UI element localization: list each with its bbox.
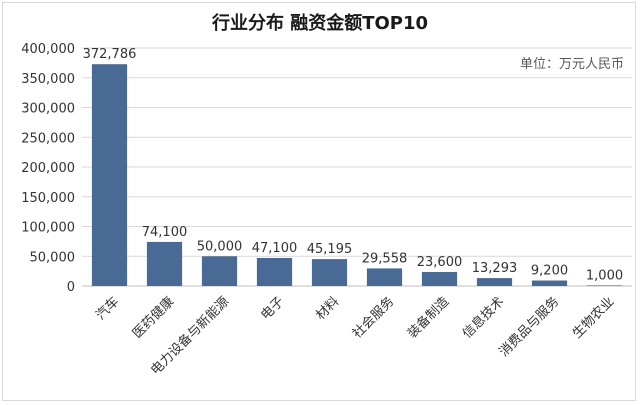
y-tick-label: 200,000 [21,161,75,176]
x-tick-label: 信息技术 [459,294,507,342]
data-label: 50,000 [197,239,243,254]
bar-5 [366,268,403,286]
data-label: 13,293 [472,261,518,276]
y-axis-ticks: 0 50,000 100,000 150,000 200,000 250,000 300,0… [21,42,75,295]
bar-6 [421,271,458,286]
bar-3 [256,257,293,286]
x-tick-label: 生物农业 [570,294,617,341]
x-tick-label: 装备制造 [404,294,452,342]
y-tick-label: 0 [67,280,75,295]
unit-note: 单位：万元人民币 [520,57,624,72]
y-tick-label: 250,000 [21,131,75,146]
x-tick-label: 电子 [258,294,287,323]
y-tick-label: 300,000 [21,102,75,117]
y-tick-label: 150,000 [21,191,75,206]
data-label: 372,786 [83,47,137,62]
bar-1 [146,241,183,286]
data-label: 29,558 [362,251,408,266]
bar-0 [91,64,128,287]
data-labels: 372,786 74,100 50,000 47,100 45,195 29,558 23,… [83,47,623,283]
y-tick-label: 100,000 [21,221,75,236]
x-tick-label: 汽车 [93,294,123,324]
y-tick-label: 350,000 [21,72,75,87]
bar-8 [531,280,568,286]
bar-9 [586,285,623,286]
y-tick-label: 50,000 [30,250,76,265]
bars [91,64,623,287]
bar-2 [201,256,238,286]
chart-title: 行业分布 融资金额TOP10 [211,12,428,34]
data-label: 47,100 [252,241,298,256]
data-label: 23,600 [417,255,463,270]
data-label: 45,195 [307,242,353,257]
x-tick-label: 社会服务 [349,294,397,342]
x-tick-label: 医药健康 [129,294,177,342]
data-label: 9,200 [531,264,568,279]
y-tick-label: 400,000 [21,42,75,57]
data-label: 1,000 [586,268,623,283]
bar-4 [311,259,348,286]
x-tick-label: 材料 [313,294,342,323]
bar-7 [476,278,513,286]
data-label: 74,100 [142,225,188,240]
